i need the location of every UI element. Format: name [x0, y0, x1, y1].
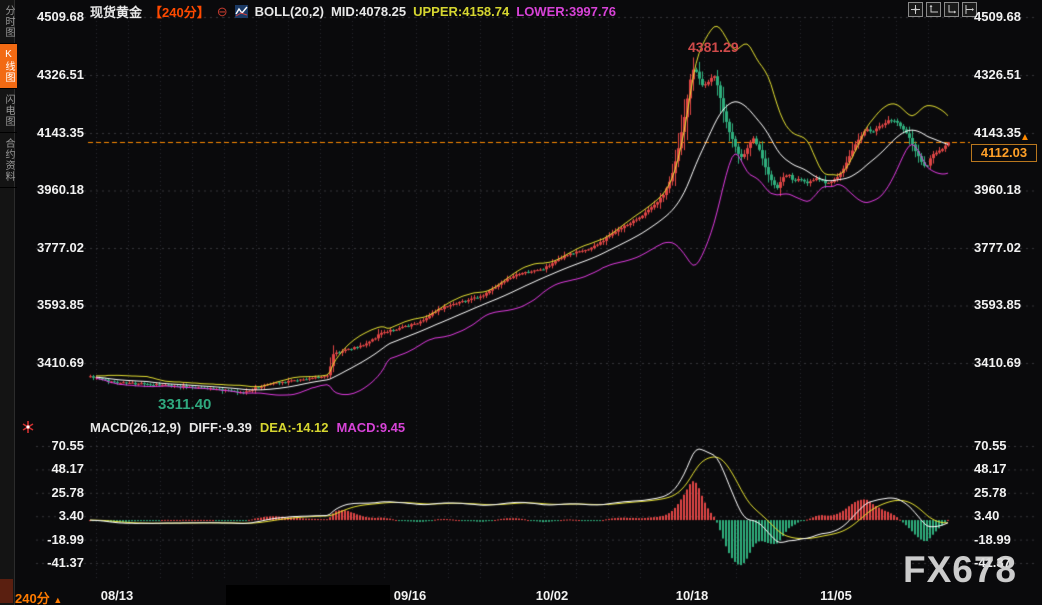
mini-chart-icon — [234, 5, 248, 18]
macd-tick-right: 25.78 — [974, 485, 1007, 500]
macd-value: MACD:9.45 — [336, 420, 406, 435]
sidebar-partial-tab — [0, 579, 13, 603]
price-tick-left: 4143.35 — [37, 125, 84, 140]
interval-label: 【240分】 — [149, 5, 210, 20]
sidebar-tab-lightning-chart[interactable]: 闪电图 — [0, 89, 17, 133]
price-tick-right: 3777.02 — [974, 240, 1021, 255]
macd-tick-right: 70.55 — [974, 438, 1007, 453]
period-high-annotation: 4381.29 — [688, 39, 739, 55]
macd-tick-right: -41.37 — [974, 555, 1011, 570]
indicator-marker-icon[interactable] — [21, 420, 35, 439]
interval-selector-label: 240分 — [15, 591, 50, 605]
symbol-name: 现货黄金 — [90, 5, 143, 20]
interval-selector-button[interactable]: 240分 ▲ — [15, 588, 62, 605]
redacted-region — [226, 585, 390, 605]
macd-tick-left: 70.55 — [51, 438, 84, 453]
price-tick-right: 3410.69 — [974, 355, 1021, 370]
macd-tick-left: -41.37 — [47, 555, 84, 570]
price-tick-left: 3960.18 — [37, 182, 84, 197]
macd-tick-right: -18.99 — [974, 532, 1011, 547]
reset-scale-button[interactable] — [962, 2, 977, 17]
macd-tick-left: 3.40 — [58, 508, 84, 523]
period-low-annotation: 3311.40 — [158, 396, 212, 413]
indicator-legend-bar: 现货黄金 【240分】 ⊖ BOLL(20,2) MID:4078.25 UPP… — [90, 2, 616, 21]
price-tick-left: 3777.02 — [37, 240, 84, 255]
macd-tick-right: 3.40 — [974, 508, 1000, 523]
date-tick: 10/18 — [675, 588, 709, 603]
sidebar-tab-contract-info[interactable]: 合约资料 — [0, 133, 17, 188]
boll-mid-value: MID:4078.25 — [330, 4, 407, 19]
price-tick-left: 4509.68 — [37, 9, 84, 24]
sidebar-tab-time-chart[interactable]: 分时图 — [0, 0, 17, 44]
sidebar-tab-kline-chart[interactable]: K线图 — [0, 44, 17, 89]
price-tick-left: 3593.85 — [37, 297, 84, 312]
price-up-arrow-icon: ▲ — [1020, 132, 1030, 143]
chart-tool-buttons — [908, 2, 977, 17]
macd-params: MACD(26,12,9) — [90, 420, 182, 435]
macd-tick-left: 25.78 — [51, 485, 84, 500]
date-tick: 10/02 — [535, 588, 569, 603]
boll-upper-value: UPPER:4158.74 — [413, 4, 510, 19]
interval-arrow-icon: ▲ — [53, 595, 63, 605]
macd-legend-bar: MACD(26,12,9) DIFF:-9.39 DEA:-14.12 MACD… — [90, 420, 405, 435]
price-tick-right: 3593.85 — [974, 297, 1021, 312]
date-tick: 08/13 — [100, 588, 134, 603]
date-tick: 09/16 — [393, 588, 427, 603]
collapse-indicator-button[interactable]: ⊖ — [216, 3, 228, 19]
macd-diff-value: DIFF:-9.39 — [189, 420, 252, 435]
x-axis-scale-button[interactable] — [944, 2, 959, 17]
price-tick-left: 3410.69 — [37, 355, 84, 370]
y-axis-scale-button[interactable] — [926, 2, 941, 17]
price-tick-right: 3960.18 — [974, 182, 1021, 197]
boll-label: BOLL(20,2) — [254, 4, 324, 19]
current-price-tag: 4112.03 — [971, 144, 1037, 162]
macd-tick-right: 48.17 — [974, 461, 1007, 476]
price-tick-left: 4326.51 — [37, 67, 84, 82]
boll-lower-value: LOWER:3997.76 — [516, 4, 616, 19]
macd-tick-left: -18.99 — [47, 532, 84, 547]
fx678-watermark: FX678 — [903, 549, 1018, 590]
price-tick-right: 4326.51 — [974, 67, 1021, 82]
sidebar: 分时图 K线图 闪电图 合约资料 — [0, 0, 17, 605]
macd-tick-left: 48.17 — [51, 461, 84, 476]
date-tick: 11/05 — [820, 588, 852, 603]
price-tick-right: 4509.68 — [974, 9, 1021, 24]
price-tick-right: 4143.35 — [974, 125, 1021, 140]
macd-dea-value: DEA:-14.12 — [259, 420, 329, 435]
crosshair-button[interactable] — [908, 2, 923, 17]
